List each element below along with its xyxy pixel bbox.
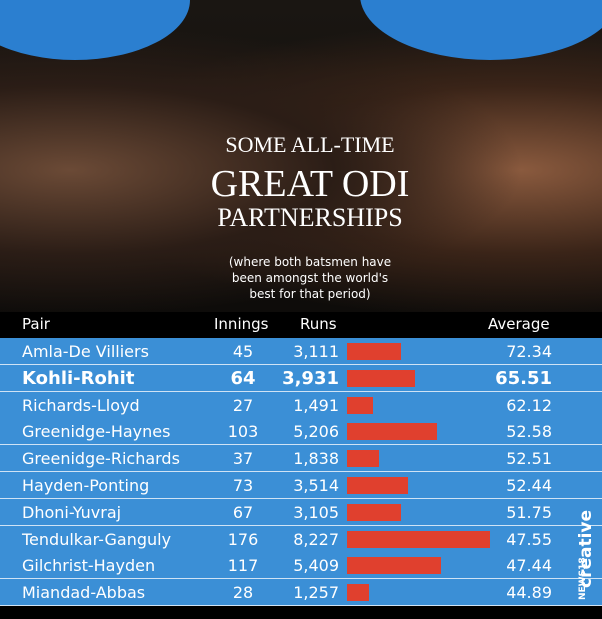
brand-creative: creative (576, 509, 596, 588)
runs: 5,206 (293, 422, 339, 442)
innings: 28 (232, 583, 254, 603)
pair-label: Greenidge-Haynes (22, 422, 171, 442)
row (0, 525, 602, 553)
bar (347, 584, 369, 602)
row (0, 498, 602, 526)
column-header: Average (488, 315, 550, 333)
innings: 27 (232, 395, 254, 415)
pair-label: Richards-Lloyd (22, 395, 140, 415)
runs: 8,227 (293, 529, 339, 549)
pair-label: Kohli-Rohit (22, 367, 135, 389)
average: 47.44 (506, 556, 552, 576)
row (0, 445, 602, 473)
bar (347, 477, 409, 494)
runs: 3,931 (282, 367, 339, 389)
row (0, 552, 602, 580)
pair-label: Dhoni-Yuvraj (22, 502, 122, 522)
row (0, 579, 602, 607)
column-header: Runs (300, 315, 337, 333)
runs: 3,111 (293, 342, 339, 361)
average: 72.34 (506, 342, 552, 361)
bar (347, 503, 401, 521)
average: 47.55 (506, 529, 552, 549)
cap (360, 0, 602, 60)
innings: 37 (232, 449, 254, 469)
row (0, 391, 602, 419)
bar (347, 450, 379, 468)
bar (347, 530, 490, 548)
column-header: Pair (22, 315, 50, 333)
runs: 3,514 (293, 476, 339, 495)
pair-label: Miandad-Abbas (22, 583, 146, 603)
innings: 64 (230, 367, 256, 389)
row (0, 364, 602, 392)
average: 51.75 (506, 502, 552, 522)
runs: 5,409 (293, 556, 339, 576)
average: 62.12 (506, 395, 552, 415)
row (0, 418, 602, 446)
innings: 103 (227, 422, 259, 442)
cap (0, 0, 190, 60)
subtitle: (where both batsmen have been amongst th… (228, 255, 392, 301)
pair-label: Greenidge-Richards (22, 449, 180, 469)
bar (347, 396, 373, 414)
average: 65.51 (495, 367, 552, 389)
runs: 3,105 (293, 502, 339, 522)
pair-label: Hayden-Ponting (22, 476, 150, 495)
bar (347, 423, 438, 441)
average: 52.58 (506, 422, 552, 442)
runs: 1,838 (293, 449, 339, 469)
innings: 67 (232, 502, 254, 522)
header-row (0, 312, 602, 338)
pair-label: Gilchrist-Hayden (22, 556, 156, 576)
runs: 1,257 (293, 583, 339, 603)
bar (347, 343, 402, 360)
bar (347, 369, 416, 387)
row (0, 338, 602, 365)
pair-label: Amla-De Villiers (22, 342, 149, 361)
column-header: Innings (214, 315, 269, 333)
runs: 1,491 (293, 395, 339, 415)
innings: 117 (227, 556, 259, 576)
innings: 45 (232, 342, 254, 361)
title-line: SOME ALL-TIME (225, 132, 395, 157)
bar (347, 557, 442, 575)
title-line: PARTNERSHIPS (217, 203, 403, 232)
innings: 73 (232, 476, 254, 495)
row (0, 472, 602, 499)
pair-label: Tendulkar-Ganguly (22, 529, 172, 549)
average: 44.89 (506, 583, 552, 603)
average: 52.51 (506, 449, 552, 469)
innings: 176 (227, 529, 259, 549)
hero-image (0, 0, 602, 312)
average: 52.44 (506, 476, 552, 495)
title-line: GREAT ODI (210, 163, 410, 205)
